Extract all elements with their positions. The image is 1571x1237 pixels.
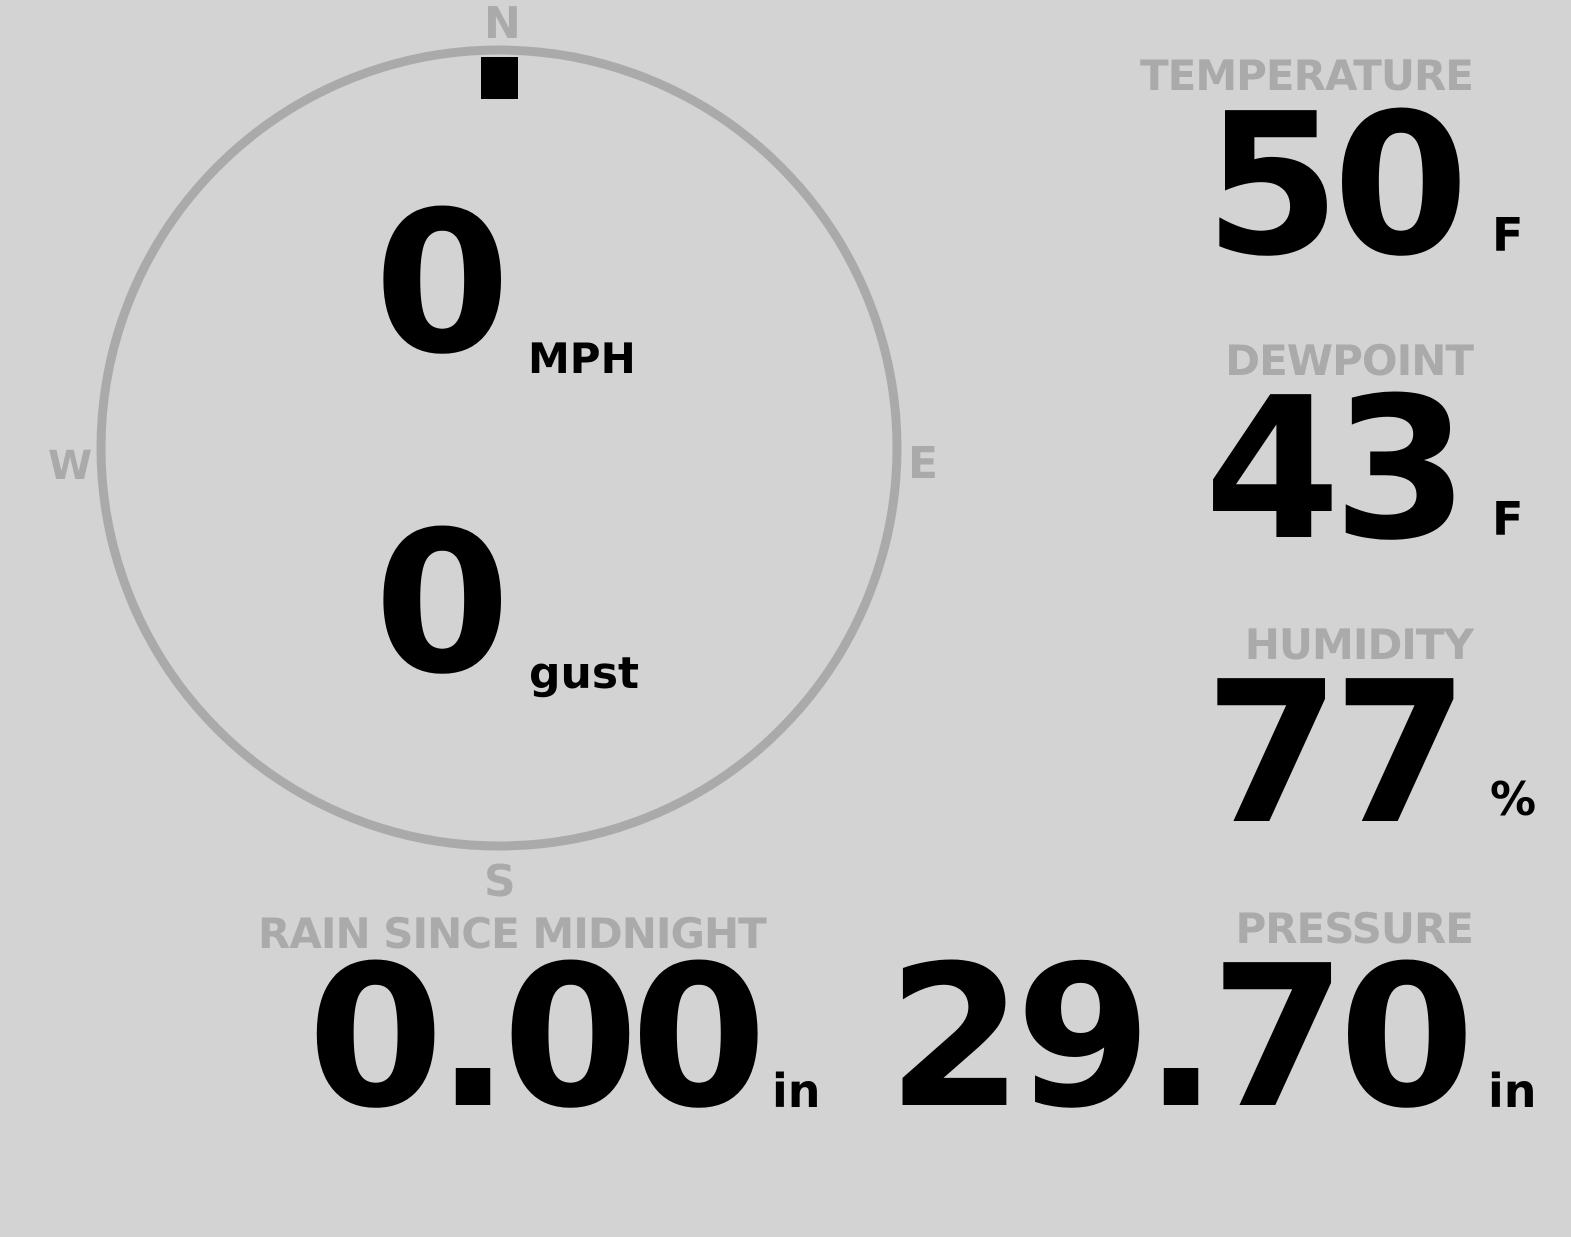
temperature-unit: F xyxy=(1492,208,1524,262)
pressure-value: 29.70 xyxy=(887,924,1475,1152)
rain-unit: in xyxy=(772,1064,821,1118)
compass-ring xyxy=(96,45,902,851)
dewpoint-unit: F xyxy=(1492,492,1524,546)
compass-east: E xyxy=(908,438,939,489)
rain-label: RAIN SINCE MIDNIGHT xyxy=(258,909,767,958)
rain-value: 0.00 xyxy=(307,924,767,1152)
humidity-value: 77 xyxy=(1204,640,1469,868)
wind-gust-value: 0 xyxy=(374,490,510,718)
pressure-label: PRESSURE xyxy=(1235,904,1474,953)
pressure-unit: in xyxy=(1488,1064,1537,1118)
temperature-value: 50 xyxy=(1204,72,1469,300)
compass-west: W xyxy=(48,443,93,489)
humidity-unit: % xyxy=(1490,772,1537,826)
temperature-label: TEMPERATURE xyxy=(1140,51,1474,100)
dewpoint-value: 43 xyxy=(1204,356,1469,584)
compass-south: S xyxy=(484,856,516,907)
wind-direction-marker xyxy=(481,57,518,99)
compass-dial xyxy=(96,45,902,851)
wind-speed-value: 0 xyxy=(374,170,510,398)
humidity-label: HUMIDITY xyxy=(1244,620,1474,669)
wind-gust-unit: gust xyxy=(529,648,640,699)
compass-north: N xyxy=(484,0,521,49)
dewpoint-label: DEWPOINT xyxy=(1225,336,1474,385)
wind-speed-unit: MPH xyxy=(528,334,636,383)
